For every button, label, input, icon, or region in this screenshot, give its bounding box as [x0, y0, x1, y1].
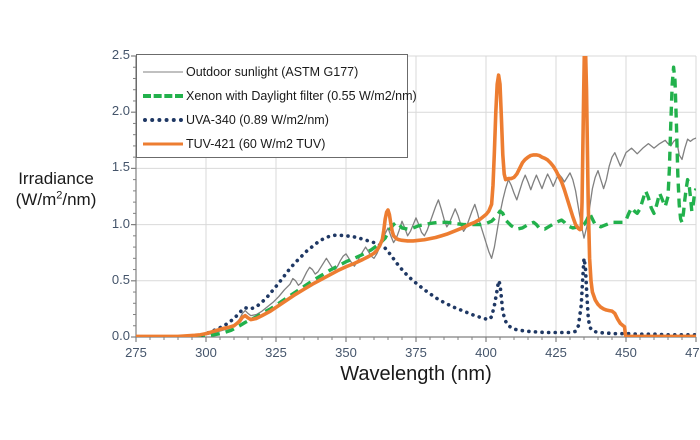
y-tick-label: 1.5: [111, 159, 130, 175]
y-tick-label: 0.0: [111, 328, 130, 343]
x-tick-label: 425: [545, 345, 567, 360]
gridlines: [136, 55, 697, 337]
y-axis-title: Irradiance (W/m2/nm): [0, 168, 112, 211]
y-tick-label: 0.5: [111, 271, 130, 287]
series-line-1: [136, 65, 696, 337]
x-tick-label: 450: [615, 345, 637, 360]
series-line-2: [136, 233, 696, 337]
y-tick-label: 1.0: [111, 215, 130, 231]
y-axis-units-exponent: 2: [56, 189, 63, 202]
y-tick-label: 2.0: [111, 103, 130, 119]
legend-item[interactable]: Outdoor sunlight (ASTM G177): [143, 60, 407, 84]
legend-item[interactable]: TUV-421 (60 W/m2 TUV): [143, 132, 407, 156]
x-tick-label: 275: [125, 345, 147, 360]
x-tick-label: 325: [265, 345, 287, 360]
y-axis-title-line2: (W/m2/nm): [0, 189, 112, 210]
legend-item-label: UVA-340 (0.89 W/m2/nm): [186, 113, 329, 127]
axis-tick-marks: [131, 55, 697, 342]
data-series-group: [136, 56, 696, 337]
y-axis-units-suffix: /nm): [62, 190, 97, 210]
y-axis-units-prefix: (W/m: [15, 190, 57, 210]
legend-swatch-icon: [143, 89, 183, 103]
y-axis-tick-labels: 0.0 0.5 1.0 1.5 2.0 2.5: [96, 0, 130, 440]
series-line-0: [136, 137, 696, 337]
legend-swatch-icon: [143, 113, 183, 127]
x-tick-label: 475: [685, 345, 700, 360]
x-axis-tick-labels: 275 300 325 350 375 400 425 450 475: [0, 345, 700, 367]
legend-item-label: Xenon with Daylight filter (0.55 W/m2/nm…: [186, 89, 417, 103]
legend-item-label: Outdoor sunlight (ASTM G177): [186, 65, 359, 79]
x-tick-label: 300: [195, 345, 217, 360]
legend-item[interactable]: Xenon with Daylight filter (0.55 W/m2/nm…: [143, 84, 417, 108]
x-tick-label: 375: [405, 345, 427, 360]
y-tick-label: 2.5: [111, 47, 130, 62]
legend-item[interactable]: UVA-340 (0.89 W/m2/nm): [143, 108, 407, 132]
x-tick-label: 400: [475, 345, 497, 360]
x-tick-label: 350: [335, 345, 357, 360]
legend-item-label: TUV-421 (60 W/m2 TUV): [186, 137, 326, 151]
legend-swatch-icon: [143, 65, 183, 79]
series-line-3: [136, 56, 696, 337]
y-axis-title-line1: Irradiance: [18, 169, 94, 188]
chart-legend: Outdoor sunlight (ASTM G177) Xenon with D…: [136, 54, 417, 158]
x-axis-title: Wavelength (nm): [340, 363, 492, 385]
legend-swatch-icon: [143, 137, 183, 151]
